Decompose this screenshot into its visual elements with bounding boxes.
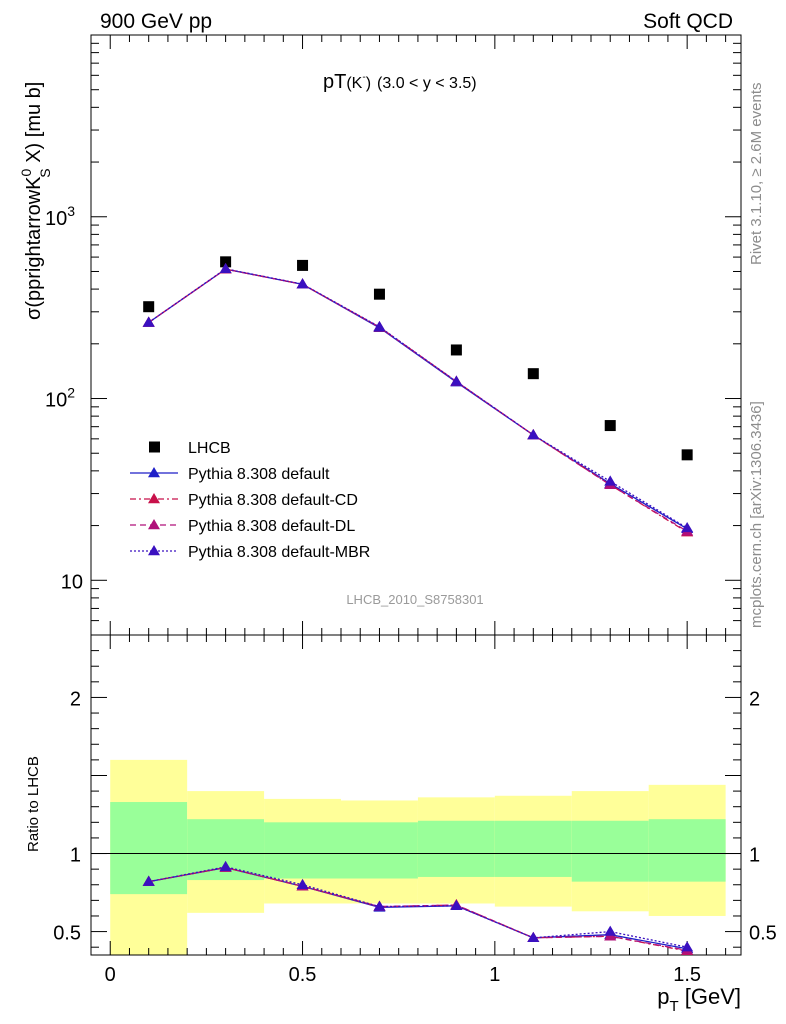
- mc-series-marker: [604, 475, 617, 486]
- title-particle: (K: [346, 75, 362, 92]
- legend-label: Pythia 8.308 default: [188, 466, 330, 483]
- legend: LHCB Pythia 8.308 default Pythia 8.308 def…: [130, 440, 370, 561]
- x-tick-label: 0.5: [289, 964, 317, 986]
- ratio-plot-frame: [90, 634, 742, 956]
- ratio-inner-band: [341, 822, 418, 879]
- lhcb-data-point: [681, 449, 693, 461]
- title-rapidity-range: (3.0 < y < 3.5): [377, 75, 477, 92]
- main-series-group: [142, 256, 694, 537]
- x-label-unit: [GeV]: [679, 984, 741, 1009]
- main-y-tick-label-base: 10: [45, 390, 67, 412]
- main-y-tick-label-exp: 2: [67, 385, 75, 401]
- ratio-y-axis-label: Ratio to LHCB: [25, 756, 42, 852]
- y-label-part-a: σ(pprightarrowK: [23, 176, 45, 320]
- y-label-sub: S: [37, 168, 53, 177]
- legend-marker: [148, 545, 160, 556]
- lhcb-data-point: [450, 344, 462, 356]
- header-left-label: 900 GeV pp: [100, 10, 212, 33]
- main-plot-title: pT(K-) (3.0 < y < 3.5): [323, 71, 477, 93]
- lhcb-data-point: [373, 288, 385, 300]
- title-particle-close: ): [366, 75, 371, 92]
- mc-series-marker: [142, 316, 155, 327]
- mc-series-marker: [296, 278, 309, 289]
- ratio-inner-band: [648, 819, 726, 882]
- ratio-series-marker: [681, 941, 694, 952]
- legend-marker: [148, 519, 160, 530]
- ratio-uncertainty-bands: [110, 759, 726, 955]
- ratio-y-tick-label-left: 2: [70, 688, 81, 710]
- lhcb-data-point: [143, 301, 155, 313]
- ratio-inner-band: [571, 820, 649, 882]
- legend-marker: [148, 467, 160, 478]
- ratio-inner-band: [417, 820, 495, 877]
- title-particle-sup: -: [362, 72, 365, 83]
- ratio-series-marker: [373, 900, 386, 911]
- mc-series-marker: [373, 320, 386, 332]
- analysis-watermark: LHCB_2010_S8758301: [346, 592, 483, 607]
- x-tick-label: 1.5: [673, 964, 701, 986]
- ratio-inner-band: [494, 820, 572, 877]
- y-label-part-b: X) [mu b]: [23, 82, 45, 169]
- ratio-series-marker: [296, 878, 309, 889]
- main-y-tick-label: 10: [61, 571, 83, 593]
- legend-marker: [148, 493, 160, 504]
- ratio-series-marker: [604, 925, 617, 936]
- legend-label: Pythia 8.308 default-MBR: [188, 544, 370, 561]
- legend-label: Pythia 8.308 default-DL: [188, 518, 355, 535]
- ratio-inner-band: [264, 822, 341, 879]
- mcplots-credit-label: mcplots.cern.ch [arXiv:1306.3436]: [748, 401, 765, 628]
- ratio-series-marker: [142, 875, 155, 886]
- ratio-series-marker: [527, 931, 540, 943]
- ratio-y-tick-label-left: 1: [70, 845, 81, 867]
- main-y-tick-label: 103: [45, 203, 75, 230]
- main-y-tick-label: 102: [45, 385, 75, 412]
- main-y-axis-label: σ(pprightarrowK0 S X) [mu b]: [18, 82, 53, 320]
- ratio-series-line: [148, 866, 688, 948]
- mc-series-marker: [681, 521, 694, 533]
- ratio-series-line: [148, 866, 688, 951]
- ratio-series-marker: [219, 860, 232, 872]
- lhcb-data-point: [527, 368, 539, 380]
- legend-label: Pythia 8.308 default-CD: [188, 492, 358, 509]
- title-observable: pT: [323, 71, 346, 93]
- x-label-main: p: [657, 984, 669, 1009]
- x-tick-label: 1: [489, 964, 500, 986]
- mc-series-marker: [450, 375, 463, 386]
- lhcb-data-point: [297, 259, 309, 271]
- ratio-y-tick-label-right: 1: [749, 845, 760, 867]
- mc-series-marker: [219, 262, 232, 274]
- legend-marker-lhcb: [149, 441, 160, 453]
- ratio-y-tick-label-left: 0.5: [53, 923, 81, 945]
- mc-series-line: [148, 268, 688, 530]
- main-y-tick-label-base: 10: [45, 208, 67, 230]
- mc-series-marker: [527, 428, 540, 440]
- lhcb-data-point: [220, 256, 232, 268]
- lhcb-data-point: [604, 420, 616, 432]
- header-right-label: Soft QCD: [643, 10, 733, 33]
- ratio-series-marker: [450, 899, 463, 911]
- x-tick-label: 0: [105, 964, 116, 986]
- x-axis-label: pT [GeV]: [657, 984, 741, 1015]
- mc-series-line: [148, 268, 688, 529]
- ratio-y-tick-label-right: 2: [749, 688, 760, 710]
- ratio-y-tick-label-right: 0.5: [749, 923, 777, 945]
- rivet-version-label: Rivet 3.1.10, ≥ 2.6M events: [748, 83, 765, 266]
- x-label-sub: T: [669, 998, 678, 1015]
- mc-series-line: [148, 268, 688, 532]
- legend-label: LHCB: [188, 440, 231, 457]
- ratio-series-group: [142, 860, 694, 955]
- y-label-sup: 0: [18, 168, 34, 176]
- main-y-tick-label-exp: 3: [67, 203, 75, 219]
